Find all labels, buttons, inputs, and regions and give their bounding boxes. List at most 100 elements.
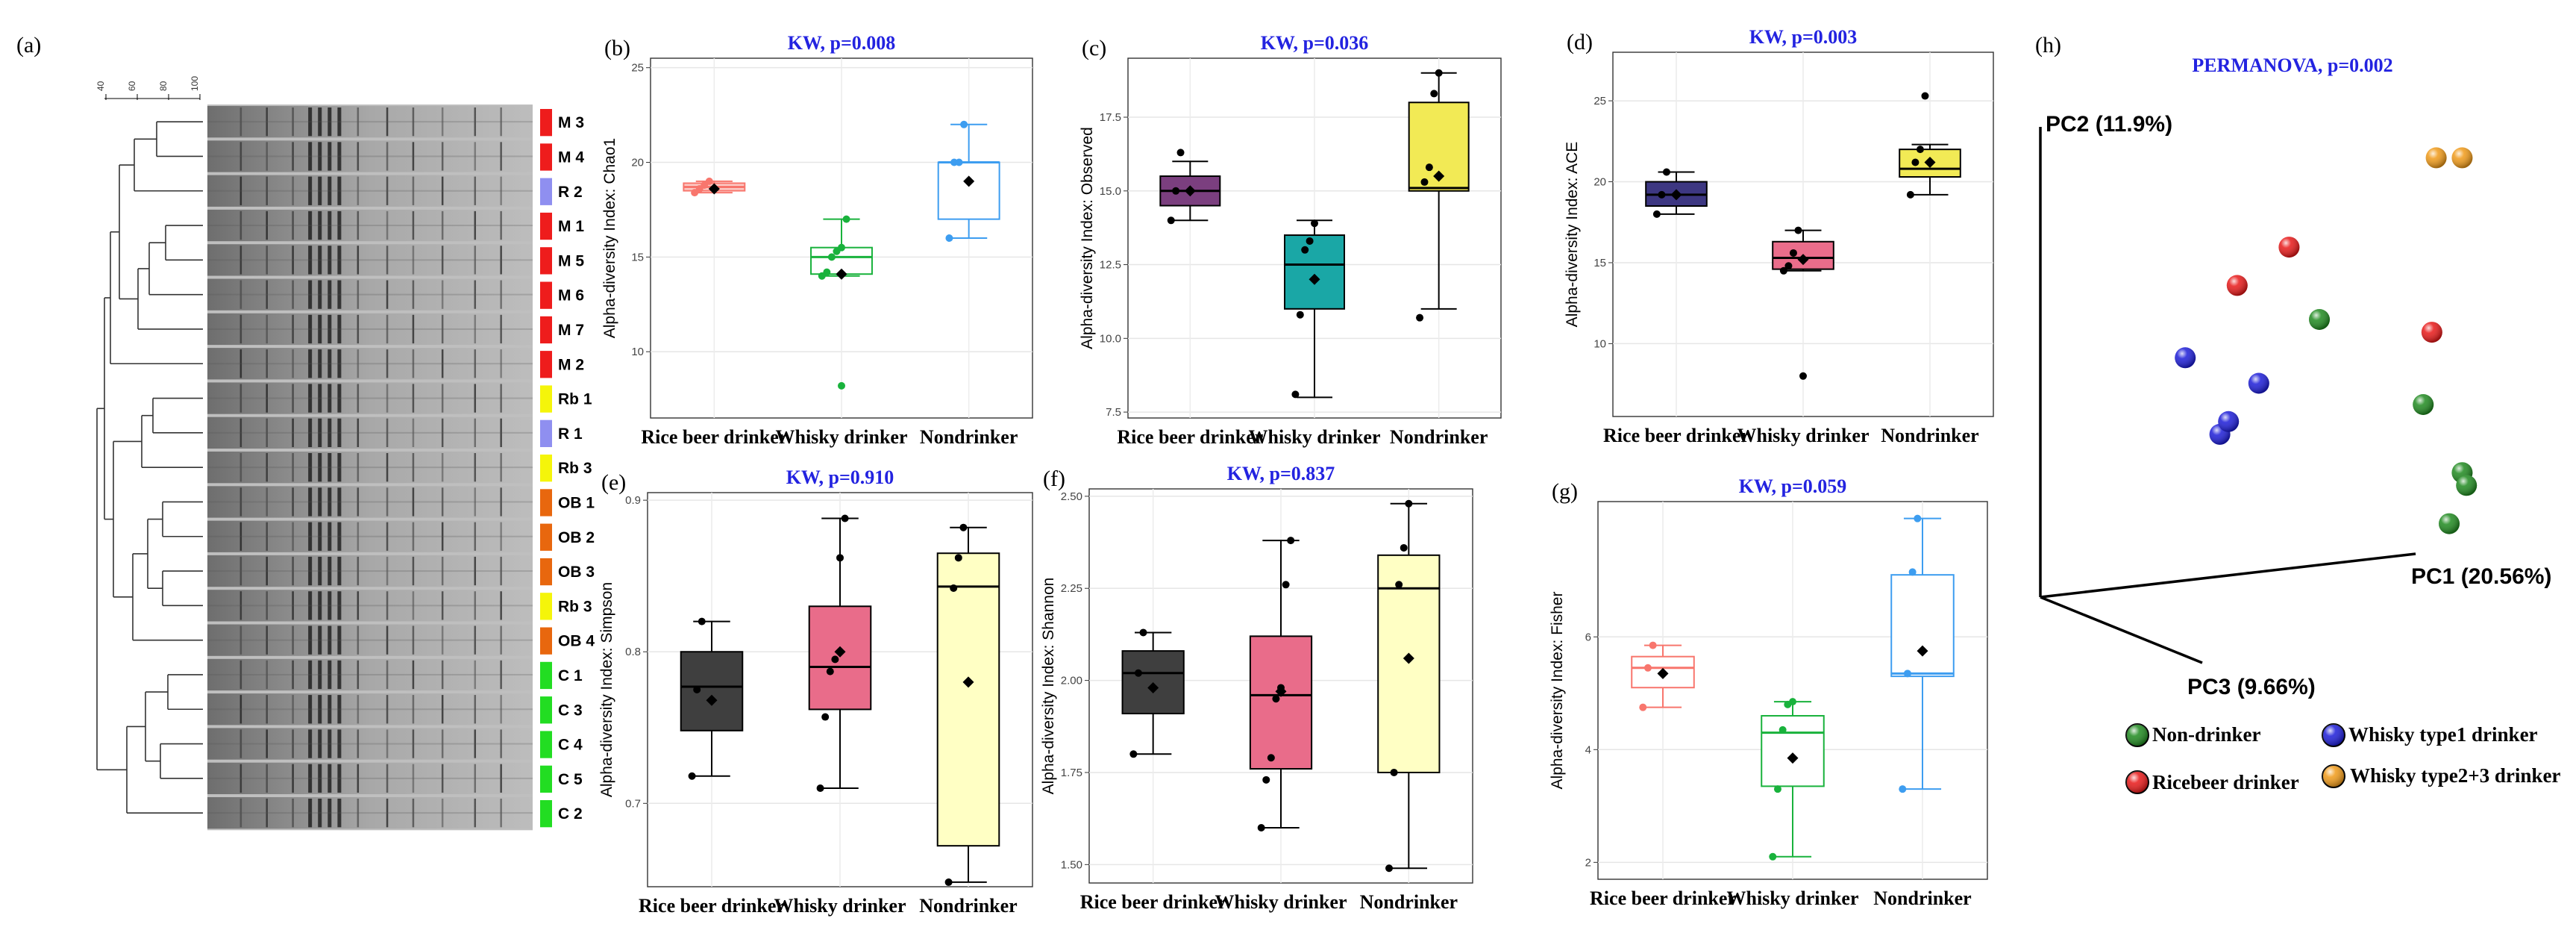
data-point: [1296, 311, 1304, 319]
y-axis-label: Alpha-diversity Index: Simpson: [598, 582, 615, 797]
gel-band: [337, 210, 342, 240]
gel-band: [337, 660, 342, 690]
gel-band: [500, 107, 502, 137]
gel-band: [318, 142, 322, 171]
x-category-label: Rice beer drinker: [639, 895, 785, 917]
gel-band: [412, 176, 415, 205]
gel-band: [337, 107, 342, 137]
data-point: [1903, 670, 1911, 678]
data-point: [1311, 219, 1318, 228]
mean-marker: [1309, 273, 1320, 285]
gel-band: [266, 384, 268, 413]
gel-smear: [207, 708, 533, 711]
data-point: [1167, 216, 1175, 225]
gel-band: [239, 556, 242, 586]
lane-label: C 2: [558, 805, 583, 823]
gel-band: [318, 384, 322, 413]
gel-band: [474, 729, 477, 758]
gel-band: [318, 314, 322, 344]
gel-lane-bg: [207, 590, 533, 622]
gel-band: [308, 660, 313, 690]
gel-band: [412, 280, 415, 309]
mean-marker: [1433, 170, 1445, 182]
gel-band: [292, 591, 294, 620]
kw-title: KW, p=0.059: [1739, 475, 1847, 497]
gel-smear: [207, 293, 533, 296]
data-point: [816, 784, 824, 792]
data-point: [1643, 664, 1652, 672]
gel-band: [292, 142, 294, 171]
gel-band: [357, 349, 360, 378]
y-axis-label: Alpha-diversity Index: Shannon: [1040, 578, 1057, 795]
data-point: [842, 215, 850, 223]
gel-band: [357, 107, 360, 137]
box-2: [1761, 698, 1825, 861]
box-3: [1377, 499, 1441, 873]
mean-marker: [1924, 156, 1936, 168]
gel-band: [441, 799, 444, 828]
data-point: [705, 177, 713, 185]
gel-band: [308, 210, 313, 240]
pc2-label: PC2 (11.9%): [2046, 112, 2172, 137]
gel-band: [386, 246, 389, 275]
gel-band: [292, 280, 294, 309]
lane-label: M 3: [558, 114, 584, 131]
gel-band: [239, 210, 242, 240]
gel-band: [337, 799, 342, 828]
group-3-points: [2175, 347, 2269, 445]
x-category-label: Nondrinker: [1881, 425, 1978, 446]
gel-band: [239, 764, 242, 793]
gel-band: [239, 418, 242, 447]
x-category-label: Whisky drinker: [774, 895, 906, 917]
gel-band: [500, 625, 502, 655]
pcoa-panel: (h) PERMANOVA, p=0.002 PC2 (11.9%) PC1 (20.…: [2035, 33, 2560, 794]
gel-lane-17: [207, 658, 533, 691]
ytick-label: 17.5: [1100, 111, 1121, 124]
gel-band: [386, 556, 389, 586]
data-point: [838, 243, 845, 252]
gel-band: [292, 799, 294, 828]
gel-band: [500, 729, 502, 758]
lane-color-marker: [540, 281, 552, 309]
lane-color-marker: [540, 143, 552, 171]
gel-band: [337, 764, 342, 793]
gel-band: [474, 453, 477, 482]
gel-band: [266, 729, 268, 758]
gel-band: [412, 799, 415, 828]
gel-band: [266, 799, 268, 828]
legend-label: Whisky type2+3 drinker: [2350, 764, 2560, 787]
gel-band: [474, 142, 477, 171]
gel-band: [412, 314, 415, 344]
data-point: [1794, 226, 1802, 234]
data-point: [1287, 537, 1295, 545]
sphere-shine: [2309, 309, 2330, 330]
gel-band: [328, 591, 332, 620]
gel-smear: [207, 639, 533, 641]
pc1-axis: [2040, 552, 2416, 599]
x-category-label: Rice beer drinker: [1117, 426, 1263, 448]
data-point: [1639, 703, 1647, 711]
sphere-shine: [2421, 322, 2442, 343]
box-2: [1284, 219, 1345, 399]
data-point: [1652, 210, 1661, 218]
gel-smear: [207, 363, 533, 365]
gel-band: [239, 487, 242, 517]
gel-band: [266, 591, 268, 620]
data-point: [1400, 543, 1408, 552]
data-point: [1784, 262, 1793, 270]
lane-color-marker: [540, 455, 552, 482]
mean-marker: [834, 646, 846, 658]
gel-band: [308, 764, 313, 793]
gel-band: [266, 487, 268, 517]
gel-lane-bg: [207, 728, 533, 760]
mean-marker: [1147, 681, 1159, 693]
data-point: [1301, 246, 1309, 254]
gel-band: [357, 799, 360, 828]
gel-lane-16: [207, 624, 533, 656]
gel-lane-bg: [207, 520, 533, 552]
lane-color-marker: [540, 523, 552, 551]
gel-smear: [207, 673, 533, 675]
gel-band: [386, 384, 389, 413]
gel-band: [318, 660, 322, 690]
y-axis-label: Alpha-diversity Index: Observed: [1079, 127, 1096, 349]
